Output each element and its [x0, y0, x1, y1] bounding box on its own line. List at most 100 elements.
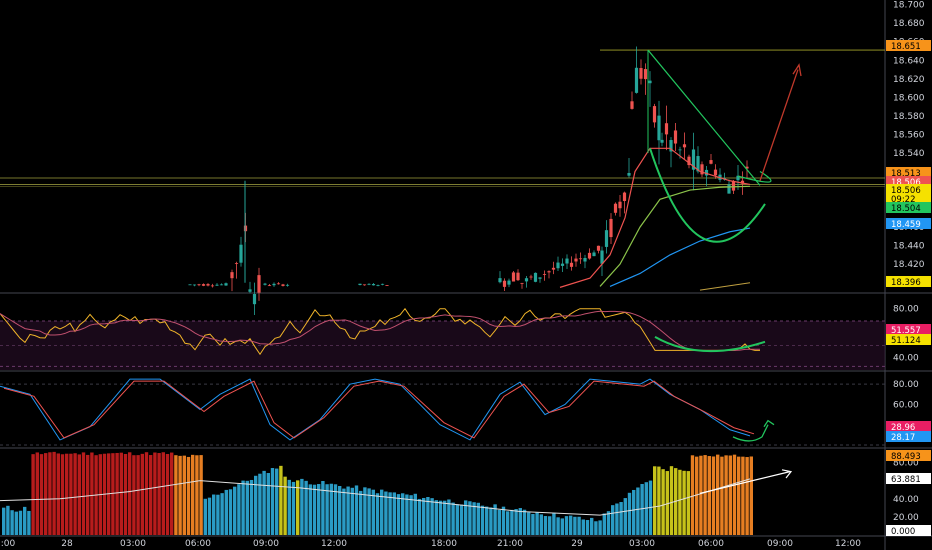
price-badge-label: 09:22 [891, 195, 916, 205]
volume-bar [346, 486, 350, 535]
rsi-tick-label: 40.00 [893, 354, 919, 364]
candle-body [727, 184, 731, 194]
candle-body [740, 180, 745, 184]
volume-bar [161, 452, 165, 535]
volume-ma-line [0, 478, 751, 516]
candle-body [587, 252, 592, 259]
volume-bar [65, 453, 69, 535]
candle-body [736, 175, 740, 181]
volume-bar [737, 456, 741, 535]
candle-body [664, 123, 669, 135]
price-badge [886, 193, 931, 204]
candle-body [696, 156, 700, 172]
vol-badge-label: 0.000 [891, 527, 915, 537]
volume-bar [451, 502, 455, 535]
volume-bar [304, 480, 308, 535]
volume-bar [506, 511, 510, 535]
volume-bar [342, 488, 346, 535]
candle-body [574, 258, 578, 262]
price-badge-label: 18.504 [891, 204, 921, 214]
volume-bar [632, 489, 636, 535]
candle-body [252, 294, 257, 305]
time-tick-label: 03:00 [120, 539, 146, 549]
price-tick-label: 18.580 [893, 112, 925, 122]
volume-bar [140, 453, 144, 535]
volume-bar [354, 485, 359, 535]
ma-blue-line [609, 227, 751, 287]
candle-body [248, 289, 252, 292]
candle-body [627, 172, 631, 176]
vol-badge [886, 525, 931, 536]
price-badge-label: 18.396 [891, 278, 921, 288]
price-tick-label: 18.600 [893, 93, 925, 103]
candle-body [542, 274, 547, 275]
price-tick-label: 18.700 [893, 1, 925, 11]
volume-bar [195, 455, 199, 535]
stoch-badge-label: 28.17 [891, 433, 915, 443]
volume-bar [300, 478, 304, 535]
volume-bar [438, 500, 443, 535]
candle-body [657, 115, 661, 141]
price-badge-label: 18.506 [891, 186, 921, 196]
price-tick-label: 18.560 [893, 130, 925, 140]
volume-bar [480, 505, 485, 535]
vol-badge-label: 88.493 [891, 452, 921, 462]
volume-bar [170, 452, 174, 535]
volume-bar [35, 452, 39, 535]
volume-bar [44, 453, 48, 535]
volume-bar [388, 492, 392, 535]
candle-body [502, 280, 507, 287]
time-tick-label: 09:00 [767, 539, 793, 549]
candle-body [188, 284, 192, 286]
volume-bar [678, 469, 682, 535]
candle-body [745, 166, 749, 169]
candle-body [524, 278, 529, 282]
volume-bar [317, 484, 321, 535]
ma-red-line [559, 147, 751, 288]
volume-bar [31, 454, 35, 535]
ma-green-line [599, 185, 751, 287]
candle-body [556, 262, 560, 269]
volume-bar [291, 481, 296, 535]
candle-body [639, 68, 643, 79]
volume-bar [434, 500, 438, 535]
volume-bar [359, 490, 363, 535]
volume-bar [619, 502, 623, 535]
candle-body [630, 101, 634, 109]
volume-bar [548, 516, 552, 535]
volume-bar [296, 480, 300, 535]
volume-bar [220, 493, 224, 535]
price-badge [886, 202, 931, 213]
volume-bar [48, 452, 52, 535]
time-tick-label: :00 [1, 539, 16, 549]
volume-bar [514, 509, 518, 535]
candle-body [210, 285, 215, 287]
volume-bar [501, 506, 506, 535]
volume-bar [653, 466, 657, 535]
volume-bar [455, 504, 459, 535]
volume-bar [497, 509, 501, 535]
price-badge-label: 18.513 [891, 169, 921, 179]
candle-body [691, 149, 696, 170]
volume-bar [338, 486, 342, 535]
volume-bar [493, 504, 497, 535]
candle-body [709, 160, 713, 164]
volume-bar [489, 507, 493, 535]
candle-body [678, 149, 682, 151]
price-badge [886, 40, 931, 51]
volume-bar [333, 484, 338, 535]
volume-bar [329, 483, 333, 535]
stoch-k-line [0, 378, 751, 441]
volume-bar [287, 479, 291, 535]
volume-bar [699, 455, 703, 535]
price-tick-label: 18.640 [893, 56, 925, 66]
time-tick-label: 28 [61, 539, 73, 549]
volume-bar [119, 452, 123, 535]
volume-bar [212, 494, 216, 535]
vol-tick-label: 80.00 [893, 459, 919, 469]
candle-body [529, 276, 533, 278]
candle-body [604, 230, 609, 247]
volume-bar [602, 513, 606, 535]
